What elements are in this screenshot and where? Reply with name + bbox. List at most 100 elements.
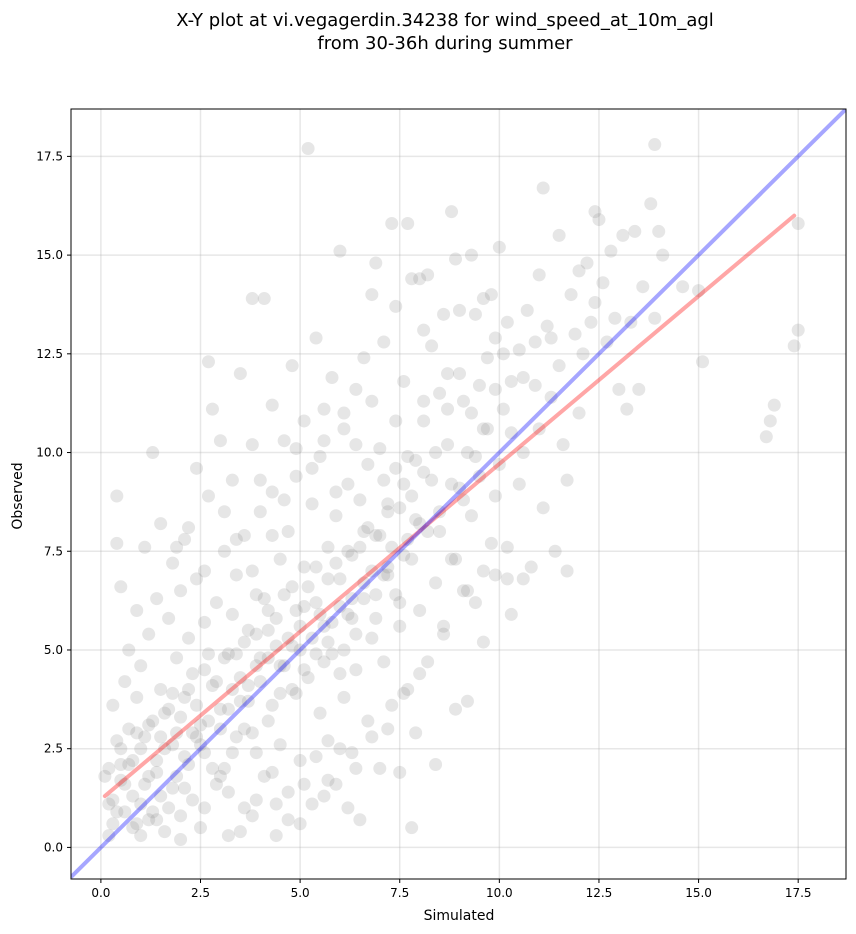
data-point [277,493,291,507]
data-point [150,754,164,768]
data-point [273,686,287,700]
data-point [632,382,646,396]
data-point [564,288,578,302]
data-point [425,339,439,353]
data-point [281,785,295,799]
data-point [313,607,327,621]
data-point [500,572,514,586]
data-point [158,825,172,839]
data-point [162,611,176,625]
data-point [162,702,176,716]
data-point [305,497,319,511]
data-point [138,540,152,554]
data-point [417,394,431,408]
data-point [373,528,387,542]
data-point [476,422,490,436]
data-point [174,809,188,823]
data-point [142,718,156,732]
data-point [217,761,231,775]
data-point [269,829,283,843]
data-point [154,682,168,696]
data-point [552,228,566,242]
data-point [249,793,263,807]
data-point [170,726,184,740]
data-point [584,315,598,329]
data-point [229,647,243,661]
data-point [265,698,279,712]
data-point [237,801,251,815]
data-point [433,505,447,519]
data-point [381,505,395,519]
data-point [624,315,638,329]
data-point [365,730,379,744]
data-point [106,817,120,831]
data-point [588,205,602,219]
y-tick-label: 12.5 [36,347,63,361]
data-point [512,343,526,357]
data-point [488,331,502,345]
data-point [393,765,407,779]
x-tick-label: 15.0 [685,886,712,900]
data-point [178,750,192,764]
data-point [297,777,311,791]
data-point [245,726,259,740]
data-point [257,592,271,606]
data-point [241,679,255,693]
data-point [249,659,263,673]
data-point [281,813,295,827]
data-point [437,627,451,641]
identity-line [71,109,846,879]
data-point [154,789,168,803]
data-point [532,422,546,436]
data-point [357,592,371,606]
data-point [488,489,502,503]
data-point [154,517,168,531]
data-point [413,603,427,617]
data-point [305,631,319,645]
data-point [317,402,331,416]
data-point [277,434,291,448]
data-point [237,722,251,736]
data-point [365,394,379,408]
data-point [162,801,176,815]
data-point [516,572,530,586]
data-point [480,351,494,365]
data-point [560,473,574,487]
y-tick-label: 15.0 [36,248,63,262]
data-point [197,615,211,629]
y-tick-label: 0.0 [44,840,63,854]
data-point [413,517,427,531]
data-point [166,556,180,570]
data-point [225,682,239,696]
data-point [464,509,478,523]
data-point [213,702,227,716]
data-point [401,449,415,463]
data-point [217,544,231,558]
data-point [221,785,235,799]
points [98,138,805,847]
data-point [377,335,391,349]
data-point [345,592,359,606]
data-point [759,430,773,444]
data-point [361,714,375,728]
data-point [568,327,582,341]
data-point [373,442,387,456]
data-point [237,635,251,649]
data-point [389,414,403,428]
y-tick-label: 17.5 [36,149,63,163]
data-point [225,746,239,760]
data-point [190,698,204,712]
data-point [122,722,136,736]
data-point [349,438,363,452]
data-point [572,264,586,278]
data-point [142,627,156,641]
data-point [309,750,323,764]
data-point [182,521,196,535]
data-point [556,438,570,452]
data-point [405,552,419,566]
data-point [381,722,395,736]
data-point [341,477,355,491]
x-tick-label: 7.5 [390,886,409,900]
data-point [178,690,192,704]
